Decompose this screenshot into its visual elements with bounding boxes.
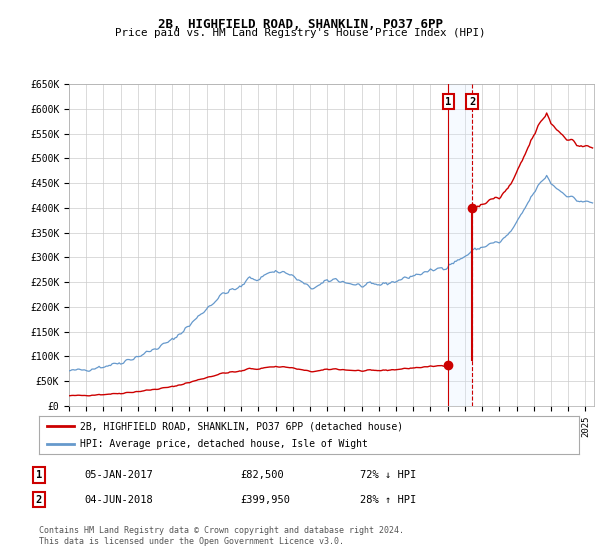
Text: Price paid vs. HM Land Registry's House Price Index (HPI): Price paid vs. HM Land Registry's House … — [115, 28, 485, 38]
Text: 72% ↓ HPI: 72% ↓ HPI — [360, 470, 416, 480]
Text: 04-JUN-2018: 04-JUN-2018 — [84, 494, 153, 505]
Text: 2B, HIGHFIELD ROAD, SHANKLIN, PO37 6PP: 2B, HIGHFIELD ROAD, SHANKLIN, PO37 6PP — [157, 18, 443, 31]
Text: 28% ↑ HPI: 28% ↑ HPI — [360, 494, 416, 505]
Text: £399,950: £399,950 — [240, 494, 290, 505]
Text: Contains HM Land Registry data © Crown copyright and database right 2024.
This d: Contains HM Land Registry data © Crown c… — [39, 526, 404, 546]
Text: 1: 1 — [36, 470, 42, 480]
Text: 05-JAN-2017: 05-JAN-2017 — [84, 470, 153, 480]
Text: 1: 1 — [445, 97, 452, 107]
Text: HPI: Average price, detached house, Isle of Wight: HPI: Average price, detached house, Isle… — [79, 439, 367, 449]
Text: £82,500: £82,500 — [240, 470, 284, 480]
Bar — [448, 84, 472, 406]
Text: 2: 2 — [469, 97, 475, 107]
Text: 2: 2 — [36, 494, 42, 505]
Text: 2B, HIGHFIELD ROAD, SHANKLIN, PO37 6PP (detached house): 2B, HIGHFIELD ROAD, SHANKLIN, PO37 6PP (… — [79, 421, 403, 431]
